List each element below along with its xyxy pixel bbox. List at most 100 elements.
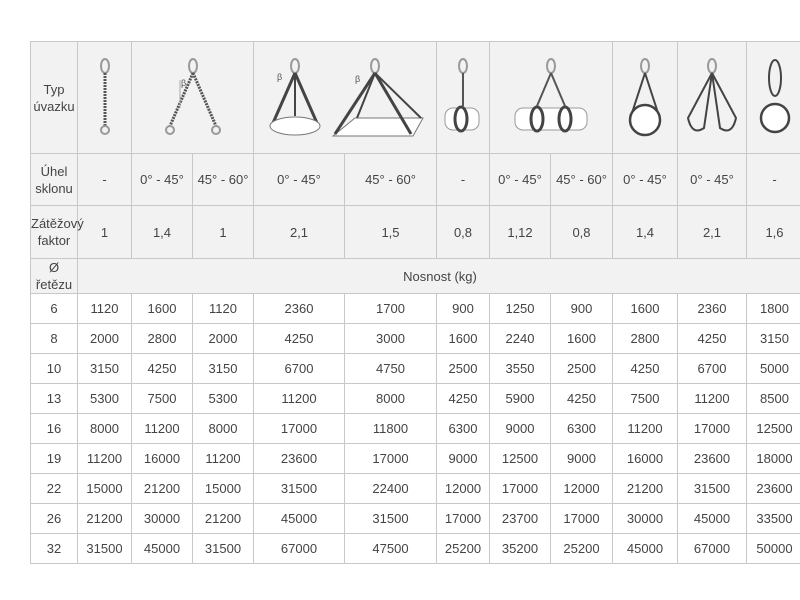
capacity-cell: 11200 [131,413,193,444]
capacity-cell: 3550 [489,353,551,384]
capacity-cell: 17000 [489,473,551,504]
capacity-cell: 4250 [436,383,490,414]
capacity-cell: 2800 [612,323,678,354]
capacity-cell: 12000 [436,473,490,504]
angle-cell: 0° - 45° [253,153,345,206]
capacity-cell: 4250 [253,323,345,354]
capacity-cell: 4250 [550,383,613,414]
factor-cell: 1,5 [344,205,437,259]
capacity-cell: 4250 [677,323,747,354]
capacity-cell: 3000 [344,323,437,354]
capacity-cell: 2360 [677,293,747,324]
capacity-cell: 16000 [131,443,193,474]
table-row: 10 3150 4250 3150 6700 4750 2500 3550 2500 4250 67… [30,353,800,384]
capacity-cell: 2800 [131,323,193,354]
capacity-cell: 1600 [550,323,613,354]
capacity-cell: 31500 [677,473,747,504]
table-row: 22 15000 21200 15000 31500 22400 12000 17000 120… [30,473,800,504]
capacity-cell: 5900 [489,383,551,414]
single-choke-pipe-icon [436,41,490,154]
capacity-cell: 8000 [344,383,437,414]
angle-label: Úhel sklonu [30,153,78,206]
capacity-cell: 45000 [131,533,193,564]
table-row: 6 1120 1600 1120 2360 1700 900 1250 900 1600 2360 1… [30,293,800,324]
capacity-cell: 2000 [192,323,254,354]
capacity-cell: 45000 [612,533,678,564]
two-leg-chain-icon: β [131,41,254,154]
capacity-cell: 47500 [344,533,437,564]
diameter-cell: 8 [30,323,78,354]
capacity-cell: 11200 [253,383,345,414]
capacity-cell: 5000 [746,353,800,384]
capacity-cell: 17000 [550,503,613,534]
capacity-cell: 23600 [677,443,747,474]
capacity-cell: 1800 [746,293,800,324]
diameter-cell: 22 [30,473,78,504]
angle-cell: - [77,153,132,206]
angle-cell: 0° - 45° [677,153,747,206]
capacity-cell: 11200 [612,413,678,444]
type-label: Typ úvazku [30,41,78,154]
capacity-cell: 15000 [77,473,132,504]
capacity-cell: 6300 [550,413,613,444]
capacity-cell: 3150 [192,353,254,384]
capacity-label: Nosnost (kg) [77,258,800,294]
single-loop-sling-icon [612,41,678,154]
capacity-cell: 21200 [612,473,678,504]
factor-cell: 1,6 [746,205,800,259]
capacity-cell: 67000 [677,533,747,564]
capacity-cell: 17000 [436,503,490,534]
capacity-cell: 6300 [436,413,490,444]
capacity-cell: 1600 [436,323,490,354]
factor-cell: 0,8 [436,205,490,259]
diameter-cell: 10 [30,353,78,384]
capacity-cell: 5300 [192,383,254,414]
angle-cell: 45° - 60° [344,153,437,206]
capacity-cell: 9000 [436,443,490,474]
angle-cell: 0° - 45° [612,153,678,206]
single-leg-chain-icon [77,41,132,154]
capacity-cell: 1120 [77,293,132,324]
capacity-cell: 6700 [677,353,747,384]
capacity-cell: 33500 [746,503,800,534]
capacity-cell: 23600 [253,443,345,474]
capacity-cell: 2360 [253,293,345,324]
svg-text:β: β [181,78,186,88]
capacity-cell: 23600 [746,473,800,504]
capacity-cell: 30000 [131,503,193,534]
capacity-cell: 5300 [77,383,132,414]
capacity-cell: 17000 [253,413,345,444]
factor-cell: 1 [77,205,132,259]
capacity-cell: 16000 [612,443,678,474]
capacity-cell: 4250 [612,353,678,384]
capacity-cell: 21200 [77,503,132,534]
capacity-cell: 4750 [344,353,437,384]
capacity-cell: 8500 [746,383,800,414]
capacity-cell: 3150 [746,323,800,354]
table-row: 16 8000 11200 8000 17000 11800 6300 9000 6300 112… [30,413,800,444]
endless-loop-sling-icon [746,41,800,154]
capacity-cell: 45000 [253,503,345,534]
capacity-cell: 21200 [131,473,193,504]
capacity-cell: 7500 [131,383,193,414]
table-row: 19 11200 16000 11200 23600 17000 9000 12500 9000… [30,443,800,474]
capacity-cell: 35200 [489,533,551,564]
capacity-cell: 7500 [612,383,678,414]
capacity-cell: 45000 [677,503,747,534]
capacity-cell: 2240 [489,323,551,354]
capacity-cell: 31500 [77,533,132,564]
capacity-cell: 3150 [77,353,132,384]
factor-cell: 1 [192,205,254,259]
two-leg-choke-pipe-icon [489,41,613,154]
diameter-cell: 13 [30,383,78,414]
capacity-cell: 12500 [746,413,800,444]
capacity-cell: 9000 [489,413,551,444]
table-row: 26 21200 30000 21200 45000 31500 17000 23700 170… [30,503,800,534]
capacity-cell: 18000 [746,443,800,474]
capacity-cell: 12000 [550,473,613,504]
capacity-cell: 900 [436,293,490,324]
factor-cell: 2,1 [677,205,747,259]
capacity-cell: 15000 [192,473,254,504]
capacity-cell: 25200 [436,533,490,564]
